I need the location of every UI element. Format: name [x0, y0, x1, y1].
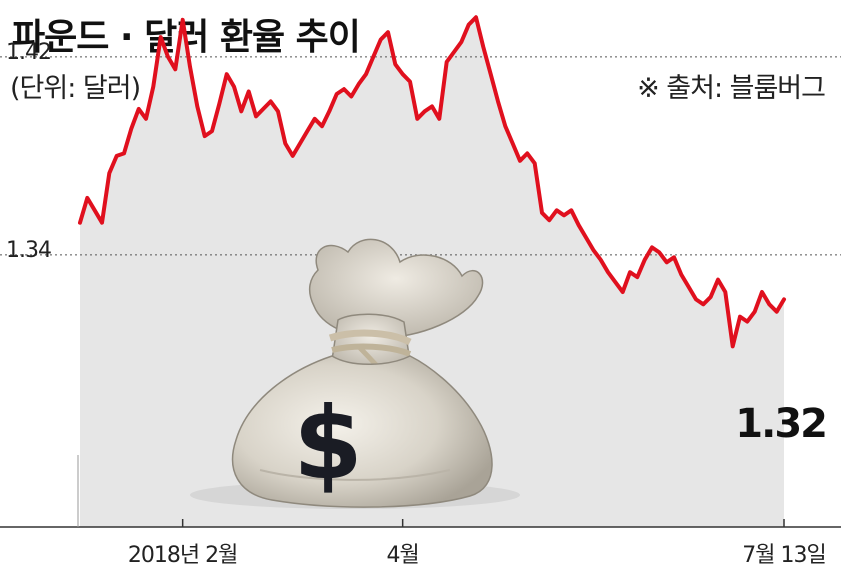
x-tick-label: 4월 — [387, 543, 419, 568]
source-label: ※ 출처: 블룸버그 — [637, 73, 826, 104]
series-line — [78, 15, 786, 349]
dollar-sign: $ — [293, 385, 363, 502]
x-tick-marks — [181, 519, 785, 527]
money-bag-icon: $ — [190, 238, 520, 509]
y-tick-label: 1.42 — [6, 40, 51, 65]
last-value-label: 1.32 — [735, 401, 826, 447]
x-tick-label: 7월 13일 — [742, 543, 825, 568]
x-tick-label: 2018년 2월 — [128, 543, 237, 568]
y-tick-label: 1.34 — [6, 238, 51, 263]
unit-label: (단위: 달러) — [10, 73, 141, 104]
